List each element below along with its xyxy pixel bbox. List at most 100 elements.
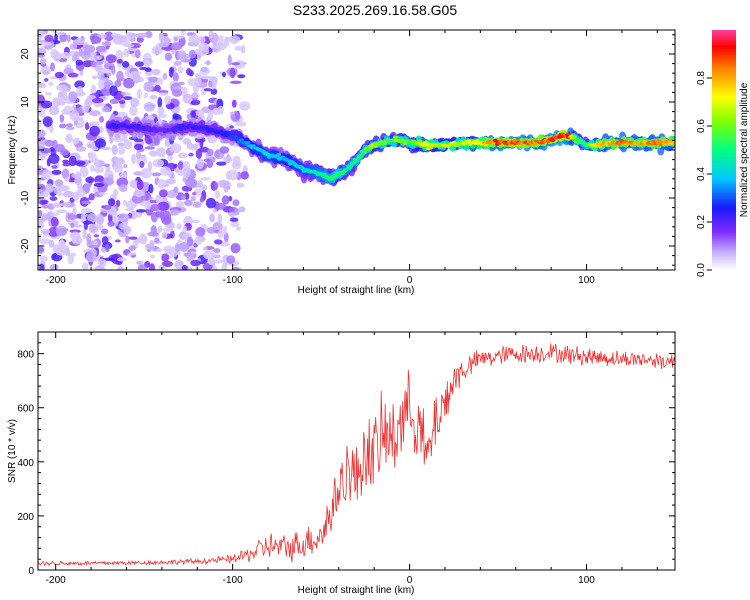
- noise-blob: [42, 70, 50, 75]
- noise-blob: [59, 202, 72, 207]
- noise-blob: [98, 192, 107, 196]
- noise-blob: [214, 259, 224, 264]
- noise-blob: [213, 248, 221, 254]
- noise-blob: [93, 182, 105, 187]
- noise-blob: [38, 46, 46, 54]
- noise-blob: [181, 264, 188, 270]
- noise-blob: [49, 264, 59, 270]
- noise-blob: [128, 236, 138, 240]
- noise-blob: [54, 179, 64, 187]
- noise-blob: [221, 71, 227, 78]
- noise-blob: [57, 90, 68, 102]
- noise-blob: [177, 152, 188, 159]
- noise-blob: [55, 209, 67, 214]
- noise-blob: [44, 92, 52, 96]
- snr-panel: -200 -100 0 100 0 200 400 600 800 Height of stra…: [7, 331, 676, 596]
- noise-blob: [54, 71, 64, 79]
- noise-blob: [159, 42, 170, 48]
- noise-blob: [38, 82, 46, 89]
- noise-blob: [227, 169, 239, 181]
- snr-ytick-label: 200: [17, 512, 34, 523]
- noise-blob: [103, 163, 111, 167]
- ridge-core: [550, 138, 556, 143]
- noise-blob: [182, 225, 187, 233]
- noise-blob: [122, 96, 133, 101]
- noise-blob: [160, 166, 171, 176]
- noise-blob: [99, 116, 104, 123]
- noise-blob: [38, 139, 45, 151]
- noise-blob: [136, 260, 144, 265]
- noise-blob: [93, 61, 104, 65]
- ridge-core: [348, 164, 354, 168]
- noise-blob: [150, 203, 160, 212]
- noise-blob: [72, 191, 80, 201]
- noise-blob: [107, 198, 116, 207]
- noise-blob: [60, 52, 71, 59]
- noise-blob: [84, 122, 90, 131]
- noise-blob: [171, 42, 183, 51]
- noise-blob: [192, 192, 197, 196]
- noise-blob: [213, 239, 223, 245]
- noise-blob: [206, 148, 214, 157]
- noise-blob: [197, 180, 203, 188]
- noise-blob: [50, 216, 59, 227]
- noise-blob: [219, 146, 230, 154]
- ridge-core: [359, 153, 364, 157]
- noise-blob: [38, 30, 45, 39]
- noise-blob: [163, 245, 176, 253]
- noise-blob: [128, 33, 139, 37]
- noise-blob: [93, 166, 105, 174]
- noise-blob: [136, 179, 144, 190]
- noise-blob: [208, 30, 214, 39]
- noise-blob: [190, 110, 196, 119]
- noise-blob: [182, 93, 193, 104]
- noise-blob: [237, 74, 246, 79]
- spectrogram-xtick-label: 100: [578, 275, 595, 286]
- noise-blob: [195, 227, 206, 237]
- noise-blob: [116, 58, 124, 64]
- spectrogram-background: [38, 30, 675, 270]
- noise-blob: [156, 148, 165, 153]
- noise-blob: [188, 34, 200, 45]
- noise-blob: [161, 231, 168, 239]
- noise-blob: [236, 182, 245, 188]
- noise-blob: [117, 142, 125, 147]
- noise-blob: [215, 190, 221, 199]
- noise-blob: [87, 196, 93, 201]
- noise-blob: [38, 210, 43, 217]
- noise-blob: [212, 81, 217, 85]
- noise-blob: [208, 80, 213, 88]
- noise-blob: [109, 98, 120, 105]
- colorbar-tick-label: 0.6: [696, 119, 707, 133]
- noise-blob: [135, 209, 147, 213]
- noise-blob: [123, 139, 133, 150]
- noise-blob: [149, 263, 156, 270]
- noise-blob: [177, 66, 184, 74]
- noise-blob: [65, 126, 75, 131]
- noise-blob: [41, 169, 53, 180]
- noise-blob: [197, 35, 206, 44]
- noise-blob: [44, 139, 55, 147]
- noise-blob: [74, 160, 86, 166]
- noise-blob: [182, 167, 191, 178]
- noise-blob: [67, 72, 79, 78]
- noise-blob: [157, 179, 166, 189]
- noise-blob: [69, 43, 78, 50]
- noise-blob: [90, 164, 95, 172]
- noise-blob: [152, 159, 164, 168]
- noise-blob: [111, 144, 118, 155]
- noise-blob: [149, 150, 159, 157]
- noise-blob: [81, 50, 91, 60]
- spectrogram-ytick-label: 20: [20, 48, 31, 60]
- noise-blob: [72, 138, 80, 145]
- noise-blob: [81, 262, 89, 270]
- noise-blob: [51, 169, 62, 175]
- noise-blob: [61, 168, 70, 180]
- snr-ytick-label: 800: [17, 350, 34, 361]
- noise-blob: [38, 238, 51, 245]
- noise-blob: [56, 192, 64, 197]
- noise-blob: [123, 77, 135, 89]
- noise-blob: [40, 228, 51, 235]
- noise-blob: [148, 196, 153, 200]
- noise-blob: [195, 73, 202, 79]
